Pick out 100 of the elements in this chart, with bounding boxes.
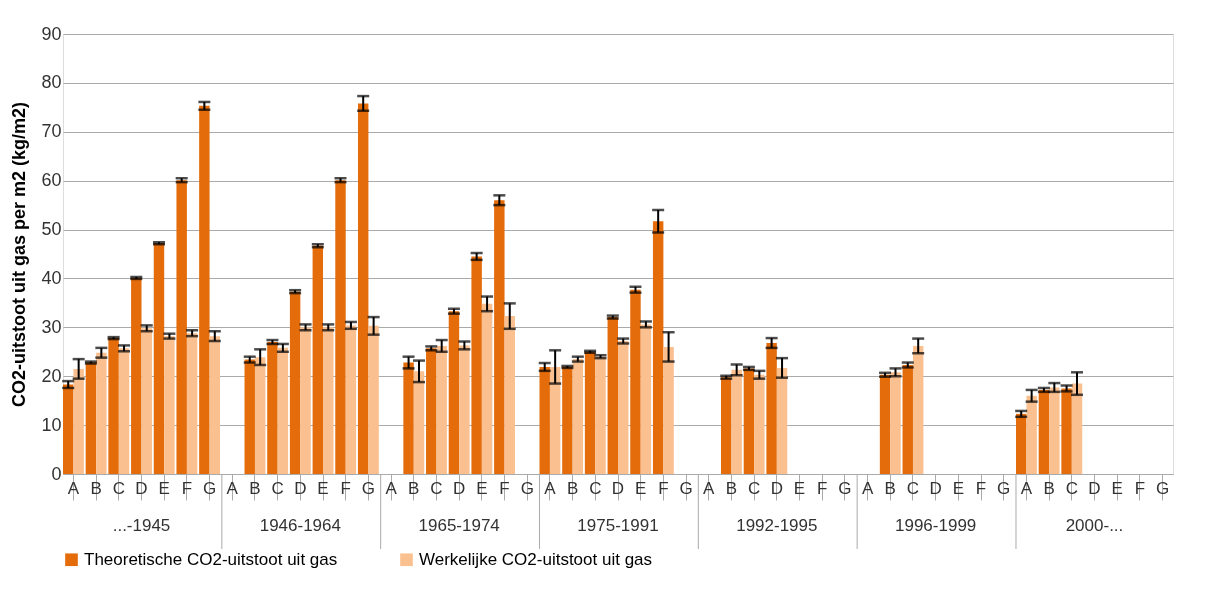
bar	[413, 371, 425, 474]
bar	[312, 245, 324, 474]
bar	[504, 316, 515, 474]
bar	[607, 317, 618, 474]
x-tick-label: C	[112, 478, 125, 498]
x-tick-label: D	[770, 478, 783, 498]
x-tick-label: F	[975, 478, 987, 498]
bar	[776, 367, 788, 474]
x-tick-label: D	[1088, 478, 1101, 498]
x-tick-label: E	[635, 478, 647, 498]
x-tick-label: D	[135, 478, 148, 498]
bar	[731, 369, 742, 474]
x-tick-label: C	[589, 478, 602, 498]
x-tick-label: E	[317, 478, 329, 498]
x-tick-label: C	[748, 478, 761, 498]
bar	[584, 351, 596, 474]
bar	[436, 345, 447, 474]
legend-label: Werkelijke CO2-uitstoot uit gas	[419, 549, 653, 569]
x-tick-label: G	[520, 478, 534, 498]
text: 1975-1991	[577, 516, 659, 535]
bar	[108, 338, 119, 474]
x-tick-label: B	[249, 478, 261, 498]
x-tick-label: F	[817, 478, 828, 498]
x-tick-label: A	[544, 478, 557, 498]
x-tick-label: B	[90, 478, 102, 498]
bar	[912, 345, 924, 474]
bar	[73, 368, 84, 474]
x-tick-label: D	[929, 478, 942, 498]
x-tick-label: B	[566, 478, 579, 498]
bar	[562, 366, 573, 474]
bar	[1026, 395, 1037, 474]
y-tick-label: 20	[41, 365, 62, 386]
x-tick-label: C	[271, 478, 284, 498]
text: ...-1945	[112, 516, 171, 535]
x-tick-label: G	[679, 478, 693, 498]
x-tick-label: E	[793, 478, 806, 498]
y-tick-label: 80	[41, 72, 62, 93]
x-tick-label: F	[181, 478, 193, 498]
x-tick-label: B	[1043, 478, 1055, 498]
text: 1946-1964	[259, 516, 341, 535]
text: 2000-...	[1065, 516, 1124, 535]
x-tick-label: G	[361, 478, 376, 498]
x-tick-label: A	[385, 478, 398, 498]
x-tick-label: C	[906, 478, 920, 498]
x-tick-label: A	[226, 478, 239, 498]
x-tick-label: D	[294, 478, 307, 498]
x-tick-label: F	[1134, 478, 1146, 498]
y-tick-label: 50	[41, 219, 62, 240]
bar	[403, 362, 414, 474]
x-tick-label: C	[430, 478, 443, 498]
bar	[481, 303, 493, 474]
bar	[209, 336, 221, 474]
y-tick-label: 60	[41, 170, 62, 191]
x-tick-label: G	[997, 478, 1011, 498]
x-tick-label: A	[67, 478, 80, 498]
bar	[1071, 383, 1083, 474]
x-tick-label: E	[952, 478, 965, 498]
x-tick-label: D	[611, 478, 625, 498]
bar	[153, 243, 165, 474]
x-tick-label: A	[1020, 478, 1033, 498]
bar	[357, 103, 369, 474]
x-tick-label: C	[1065, 478, 1078, 498]
x-tick-label: A	[703, 478, 716, 498]
bar	[254, 357, 266, 474]
y-tick-label: 10	[41, 414, 62, 435]
x-tick-label: E	[476, 478, 488, 498]
bar	[368, 325, 379, 474]
x-tick-label: G	[202, 478, 217, 498]
x-tick-label: B	[884, 478, 896, 498]
bar	[652, 221, 664, 474]
text: 1965-1974	[418, 516, 500, 535]
text: 1992-1995	[736, 516, 818, 535]
x-tick-label: B	[408, 478, 420, 498]
y-tick-label: 0	[51, 463, 62, 484]
x-tick-label: E	[158, 478, 170, 498]
legend-label: Theoretische CO2-uitstoot uit gas	[84, 549, 338, 569]
x-tick-label: G	[838, 478, 852, 498]
x-tick-label: B	[725, 478, 738, 498]
x-tick-label: F	[340, 478, 351, 498]
y-tick-label: 90	[41, 23, 62, 44]
x-tick-label: G	[1155, 478, 1170, 498]
y-axis-title: CO2-uitstoot uit gas per m2 (kg/m2)	[9, 101, 30, 408]
x-tick-label: D	[453, 478, 466, 498]
y-tick-label: 40	[41, 267, 62, 288]
y-tick-label: 30	[41, 316, 62, 337]
y-tick-label: 70	[41, 121, 62, 142]
x-tick-label: F	[499, 478, 510, 498]
x-tick-label: E	[1111, 478, 1123, 498]
bar	[743, 368, 755, 474]
bar	[131, 277, 142, 474]
bar	[494, 200, 505, 474]
bar	[721, 377, 732, 474]
bar	[595, 356, 606, 474]
bar	[85, 362, 97, 474]
bar	[663, 346, 674, 474]
x-tick-label: A	[861, 478, 874, 498]
text: 1996-1999	[895, 516, 977, 535]
x-tick-label: F	[658, 478, 669, 498]
bar	[289, 291, 301, 474]
bar	[549, 366, 561, 474]
